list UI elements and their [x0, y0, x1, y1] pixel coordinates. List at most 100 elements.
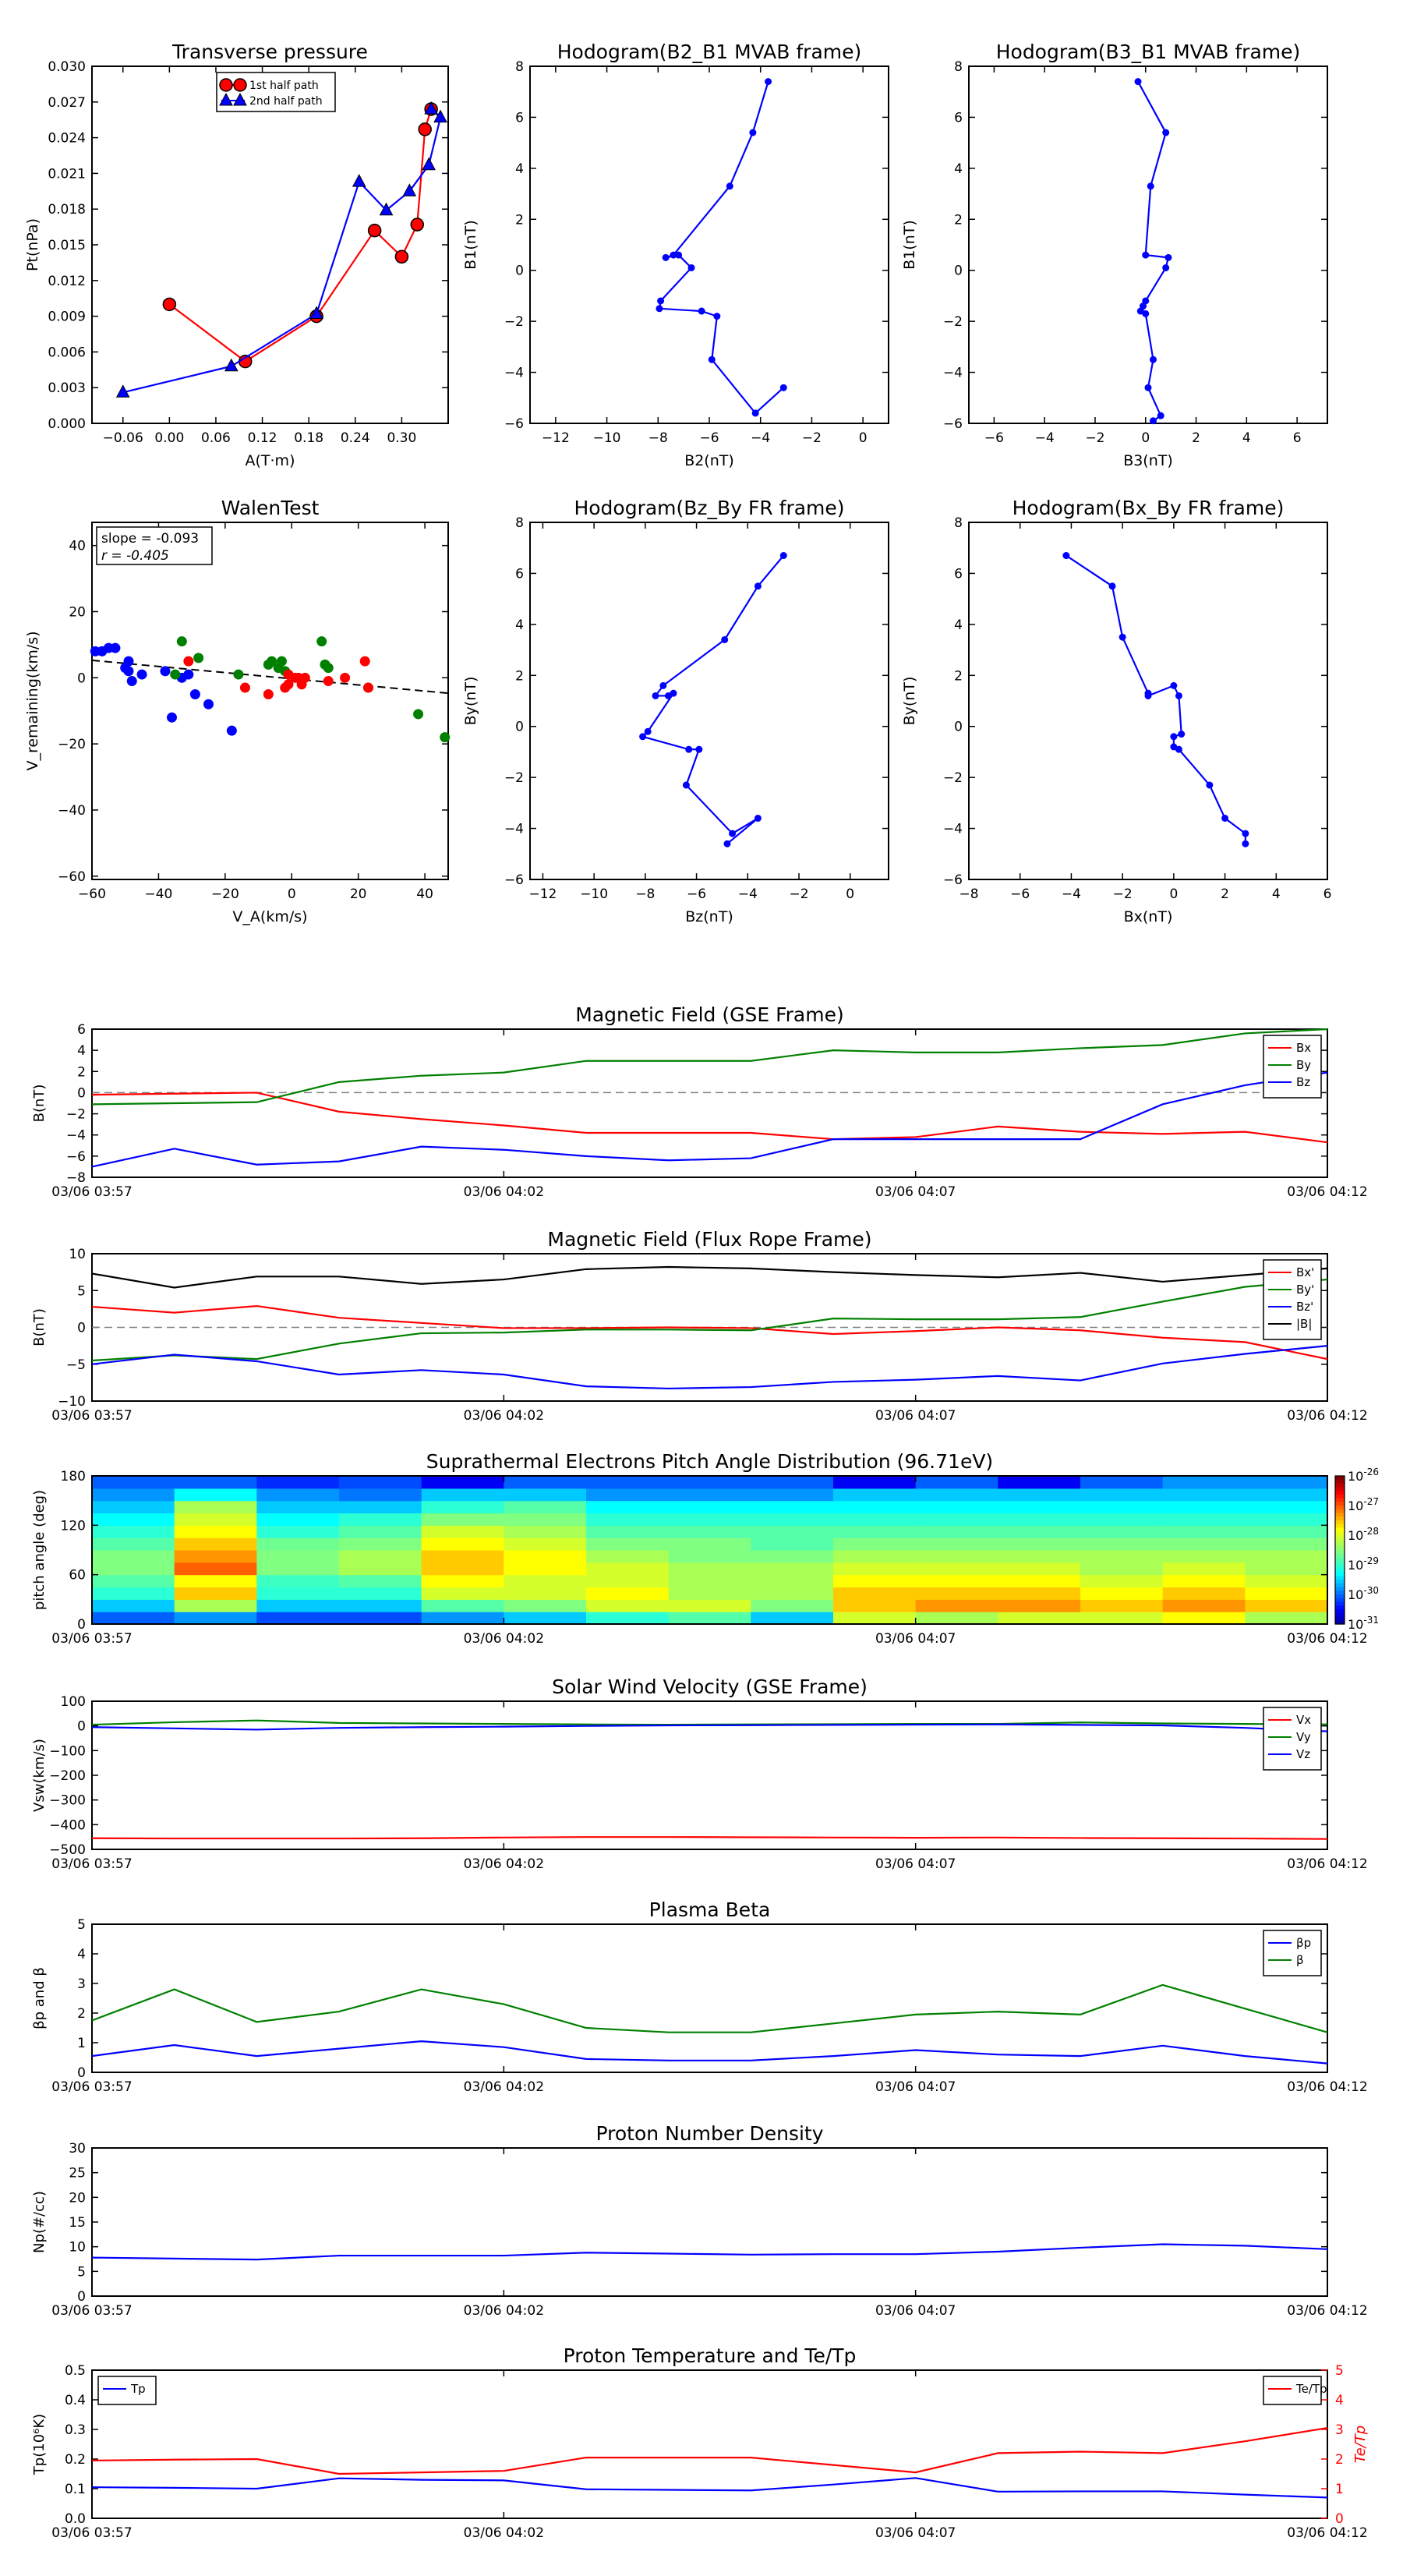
walen-ylabel: V_remaining(km/s) [24, 631, 41, 770]
tp-ytick-right-label: 1 [1335, 2482, 1344, 2497]
hodo_bxby-ytick-label: 6 [954, 566, 963, 582]
walen-point [136, 669, 147, 680]
pad-cell [256, 1599, 340, 1612]
hodo_b3b1-frame [968, 65, 1328, 424]
hodo_b3b1-ytick-label: −2 [943, 314, 963, 330]
walen-point [413, 709, 424, 720]
tp-ytick-label: 0.4 [65, 2393, 86, 2408]
pad-cell [174, 1587, 257, 1600]
vsw-legend-label: Vx [1296, 1713, 1311, 1727]
vsw-time-label: 03/06 04:07 [875, 1856, 956, 1872]
pad-cell [1080, 1525, 1164, 1538]
mag_fr-ytick-label: −10 [58, 1394, 86, 1410]
mag_gse-time-label: 03/06 03:57 [51, 1184, 132, 1200]
pad-cell [256, 1525, 340, 1538]
hodo_b2b1-point-marker [698, 307, 705, 315]
beta-time-label: 03/06 03:57 [51, 2079, 132, 2095]
hodo_bzby-ytick-label: 0 [515, 720, 524, 735]
np-time-label: 03/06 04:07 [875, 2303, 956, 2319]
hodo_bzby-ytick-label: 6 [515, 566, 524, 582]
pad-cell [915, 1587, 998, 1600]
pad-colorbar-label: 10-27 [1348, 1496, 1379, 1513]
transverse-legend-marker [219, 92, 233, 106]
pad-colorbar-step [1335, 1542, 1345, 1547]
transverse-point-marker [410, 218, 425, 232]
walen-point [440, 732, 451, 743]
hodo_bzby-ytick-label: −6 [504, 872, 524, 888]
pad-cell [92, 1599, 175, 1612]
pad-colorbar-exp: -28 [1363, 1526, 1379, 1537]
hodo_bzby-point-marker [723, 840, 731, 847]
np-frame [91, 2147, 1328, 2297]
pad-cell [833, 1599, 917, 1612]
transverse-ylabel: Pt(nPa) [24, 218, 41, 271]
pad-cell [1080, 1500, 1164, 1514]
pad-cell [1080, 1612, 1164, 1625]
pad-cell [421, 1587, 504, 1600]
vsw-legend-label: Vy [1296, 1730, 1311, 1744]
pad-cell [998, 1574, 1081, 1588]
mag_fr-ytick-label: 5 [77, 1283, 86, 1299]
pad-colorbar-step [1335, 1506, 1345, 1510]
mag_fr-title: Magnetic Field (Flux Rope Frame) [547, 1228, 871, 1251]
pad-cell [256, 1488, 340, 1502]
pad-colorbar-step [1335, 1513, 1345, 1517]
tp-legend-label: Te/Tp [1295, 2382, 1327, 2396]
pad-colorbar-step [1335, 1546, 1345, 1551]
hodo_b2b1-ytick-label: 0 [515, 264, 524, 279]
hodo_bxby-xtick-label: −8 [959, 886, 978, 902]
pad-cell [92, 1488, 175, 1502]
pad-cell [833, 1488, 917, 1502]
pad-cell [421, 1550, 504, 1563]
hodo_bzby-point-marker [644, 727, 652, 735]
pad-cell [92, 1525, 175, 1538]
pad-cell [339, 1500, 422, 1514]
pad-cell [174, 1537, 257, 1551]
hodo_b2b1-ytick-label: −6 [504, 416, 524, 432]
pad-cell [174, 1488, 257, 1502]
pad-cell [1245, 1612, 1328, 1625]
mag_fr-ytick-label: 0 [77, 1321, 86, 1336]
pad-cell [833, 1587, 917, 1600]
hodo_b3b1-ylabel: B1(nT) [901, 220, 918, 270]
tp-frame [91, 2369, 1328, 2519]
pad-cell [833, 1525, 917, 1538]
mag_gse-series-Bx [91, 1092, 1328, 1144]
pad-colorbar-base: 10 [1348, 1469, 1363, 1484]
hodo_bzby-point-marker [779, 552, 787, 560]
pad-cell [915, 1562, 998, 1576]
tp-title: Proton Temperature and Te/Tp [564, 2344, 857, 2367]
hodo_b2b1-point-marker [675, 251, 683, 259]
transverse-legend-marker [233, 92, 247, 106]
hodo_bzby-point-marker [754, 582, 762, 590]
tp-ytick-label: 0.2 [65, 2452, 86, 2468]
tp-ytick-label: 0.1 [65, 2482, 86, 2497]
hodo_bxby-point-marker [1175, 745, 1182, 753]
tp-legend [97, 2376, 157, 2405]
hodo_b2b1-point-marker [765, 78, 772, 86]
pad-cell [339, 1599, 422, 1612]
pad-cell [339, 1525, 422, 1538]
walen-ytick-label: −40 [58, 803, 86, 819]
mag_gse-series-Bz [91, 1071, 1328, 1168]
walen-point [183, 656, 194, 667]
walen-point [183, 669, 194, 680]
hodo_bzby-point-marker [685, 745, 693, 753]
pad-cell [1245, 1574, 1328, 1588]
hodo_b3b1-xtick-label: 4 [1242, 430, 1251, 446]
transverse-legend-label: 1st half path [249, 80, 319, 92]
hodo_b2b1-point-marker [751, 409, 759, 417]
pad-cell [256, 1574, 340, 1588]
pad-cell [174, 1574, 257, 1588]
hodo_bxby-point-marker [1242, 840, 1249, 847]
np-time-label: 03/06 04:02 [464, 2303, 544, 2319]
vsw-ytick-label: 100 [61, 1694, 86, 1710]
pad-colorbar-step [1335, 1550, 1345, 1555]
walen-point [126, 676, 137, 687]
walen-xtick-label: 20 [350, 886, 367, 902]
pad-colorbar-exp: -26 [1363, 1467, 1379, 1477]
pad-cell [1245, 1550, 1328, 1563]
pad-cell [1245, 1599, 1328, 1612]
transverse-point-marker [422, 157, 436, 171]
